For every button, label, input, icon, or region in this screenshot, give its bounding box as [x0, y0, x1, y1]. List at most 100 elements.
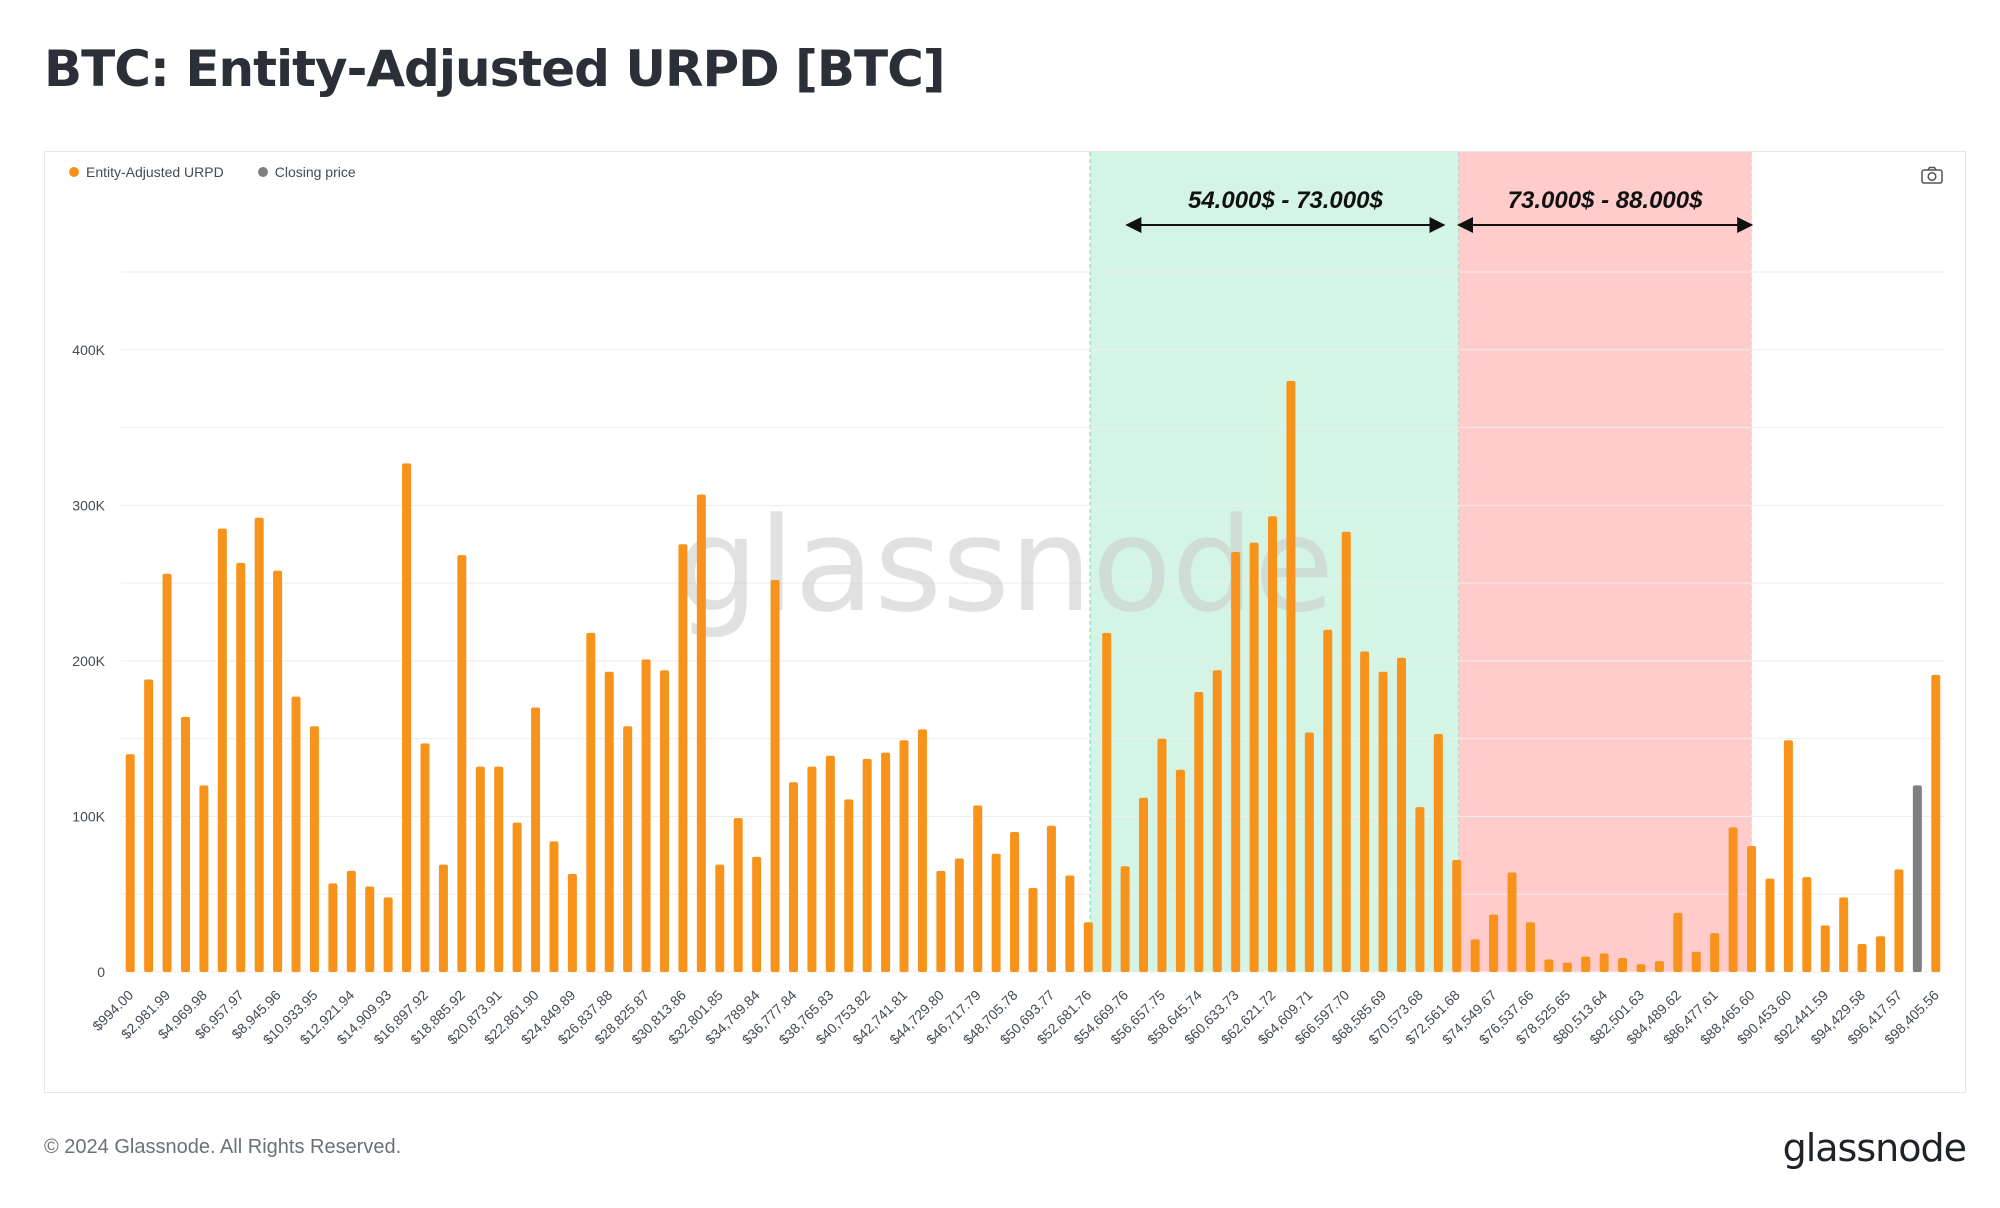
- bar: [291, 696, 301, 972]
- bar: [1396, 657, 1406, 972]
- bar: [1415, 807, 1425, 972]
- zone-label-0: 54.000$ - 73.000$: [1188, 187, 1383, 214]
- legend-item-urpd[interactable]: Entity-Adjusted URPD: [69, 164, 224, 180]
- bar: [899, 740, 909, 972]
- bar: [494, 766, 504, 972]
- bar: [917, 729, 927, 972]
- bar: [1507, 872, 1517, 972]
- bar: [438, 864, 448, 972]
- y-tick-label: 200K: [72, 653, 105, 669]
- bar: [1765, 878, 1775, 972]
- bar: [180, 716, 190, 972]
- legend-dot-closing-price: [257, 167, 268, 177]
- bar: [973, 805, 983, 972]
- bar: [1525, 922, 1535, 972]
- bar: [954, 858, 964, 972]
- bar: [1010, 832, 1020, 972]
- bar: [1286, 380, 1296, 972]
- chart-panel: 0 100K 200K 300K 400K glassnode $994.00 $2,981.…: [44, 151, 1966, 1093]
- bar: [1581, 956, 1591, 972]
- footer-copyright: © 2024 Glassnode. All Rights Reserved.: [44, 1136, 402, 1158]
- zone-1: [1458, 152, 1752, 972]
- bar: [1691, 951, 1701, 972]
- bar: [1876, 936, 1886, 972]
- bar: [1341, 531, 1351, 972]
- bar: [825, 755, 835, 972]
- bar: [531, 707, 541, 972]
- watermark: glassnode: [676, 489, 1334, 641]
- bar: [1194, 692, 1204, 972]
- bar: [199, 785, 209, 972]
- bar: [346, 870, 356, 972]
- bar: [641, 659, 651, 972]
- bar: [1894, 869, 1904, 972]
- bar: [1360, 651, 1370, 972]
- bar: [1157, 738, 1167, 972]
- bar: [1028, 888, 1038, 972]
- bar: [1249, 542, 1259, 972]
- bar: [365, 886, 375, 972]
- bar: [1323, 629, 1333, 972]
- legend-label-urpd: Entity-Adjusted URPD: [86, 164, 224, 180]
- bar: [678, 544, 688, 972]
- bar: [1618, 958, 1628, 972]
- bar: [936, 870, 946, 972]
- bar: [844, 799, 854, 972]
- bar: [660, 670, 670, 972]
- bar: [1636, 964, 1646, 972]
- bar: [457, 555, 467, 972]
- bar: [217, 528, 227, 972]
- bar: [1268, 516, 1278, 972]
- legend-dot-urpd: [69, 167, 79, 177]
- y-tick-label: 400K: [72, 342, 105, 358]
- bar: [1212, 670, 1222, 972]
- bar: [1728, 827, 1738, 972]
- bar: [254, 517, 264, 972]
- bar: [236, 562, 246, 972]
- y-tick-label: 300K: [72, 497, 105, 513]
- camera-icon[interactable]: [1921, 166, 1943, 184]
- bar: [1839, 897, 1849, 972]
- legend-item-closing-price[interactable]: Closing price: [257, 164, 356, 180]
- bar: [420, 743, 430, 972]
- bar: [623, 726, 633, 972]
- glassnode-logo: glassnode: [1782, 1126, 1967, 1170]
- bar: [733, 818, 743, 972]
- bar: [309, 726, 319, 972]
- y-tick-label: 0: [97, 964, 105, 980]
- bar: [788, 782, 798, 972]
- bar: [586, 632, 596, 972]
- bar: [807, 766, 817, 972]
- bar: [1470, 939, 1480, 972]
- bar: [1175, 769, 1185, 972]
- closing-price-bar: [1912, 785, 1922, 972]
- bar: [1802, 877, 1812, 972]
- bar: [273, 570, 283, 972]
- zone-label-1: 73.000$ - 88.000$: [1508, 187, 1703, 214]
- bar: [1452, 860, 1462, 972]
- bar: [1120, 866, 1130, 972]
- bar: [1544, 959, 1554, 972]
- bar: [1304, 732, 1314, 972]
- bar: [1599, 953, 1609, 972]
- bar: [1562, 962, 1572, 972]
- bar: [1046, 825, 1056, 972]
- bar: [1378, 671, 1388, 972]
- bar: [125, 754, 135, 972]
- bar: [604, 671, 614, 972]
- bar: [862, 758, 872, 972]
- bar: [567, 874, 577, 972]
- bar: [1931, 674, 1941, 972]
- bar: [162, 573, 172, 972]
- bar: [144, 679, 154, 972]
- bar: [881, 752, 891, 972]
- bar: [1231, 552, 1241, 972]
- legend-label-closing-price: Closing price: [274, 164, 356, 180]
- page-title: BTC: Entity-Adjusted URPD [BTC]: [44, 40, 946, 98]
- y-tick-label: 100K: [72, 808, 105, 824]
- bar: [1747, 846, 1757, 972]
- bar: [770, 580, 780, 972]
- bar: [549, 841, 559, 972]
- bar: [383, 897, 393, 972]
- bar: [1065, 875, 1075, 972]
